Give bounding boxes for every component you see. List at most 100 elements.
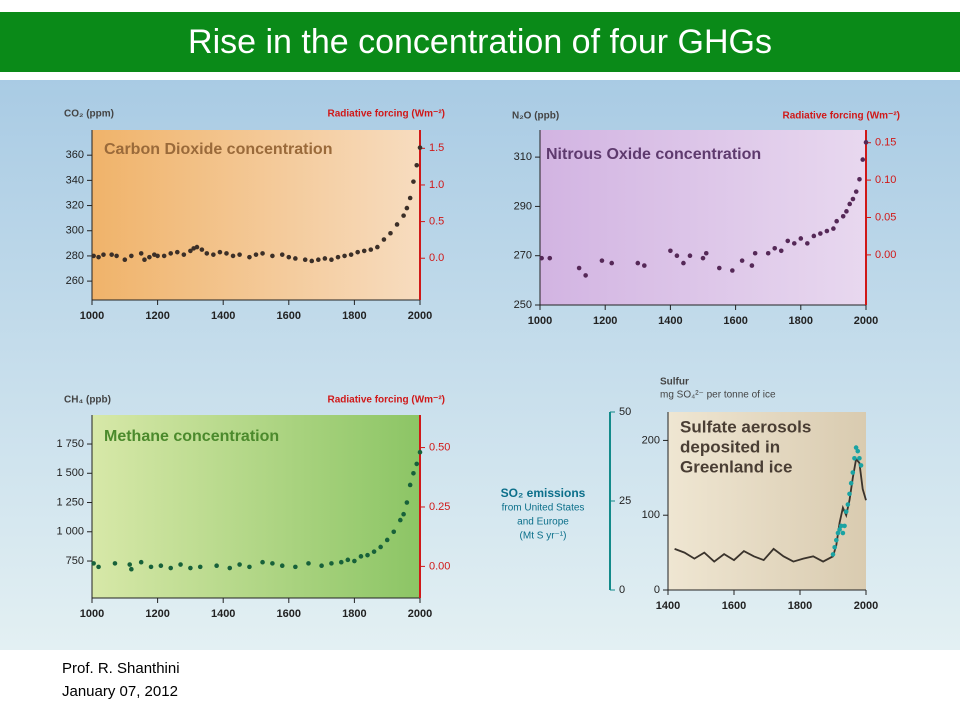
data-point (547, 255, 553, 261)
data-point (378, 544, 383, 550)
data-point (417, 145, 423, 150)
data-point (739, 258, 745, 263)
y-tick-label: 280 (66, 250, 84, 262)
y2-tick-label: 0.25 (429, 501, 450, 513)
panel-title: Greenland ice (680, 457, 792, 476)
data-point (717, 265, 722, 271)
panel-title: deposited in (680, 437, 780, 456)
panel-title: Methane concentration (104, 428, 279, 445)
y-tick-label: 320 (66, 199, 84, 211)
data-point (127, 562, 133, 567)
data-point (414, 461, 420, 467)
data-point (837, 527, 842, 532)
data-point (404, 205, 410, 211)
data-point (860, 157, 866, 162)
data-point (863, 140, 869, 145)
data-point (384, 537, 390, 543)
panel-title: Sulfate aerosols (680, 417, 811, 436)
data-point (407, 482, 413, 488)
data-point (237, 562, 242, 567)
data-point (687, 253, 693, 259)
data-point (858, 463, 864, 468)
data-point (247, 564, 252, 570)
x-tick-label: 1200 (145, 608, 169, 620)
data-point (375, 244, 380, 250)
data-point (309, 258, 315, 264)
data-point (785, 238, 791, 244)
data-point (411, 470, 416, 476)
data-point (270, 561, 275, 566)
data-point (355, 249, 360, 255)
data-point (338, 559, 344, 565)
data-point (358, 554, 364, 559)
x-tick-label: 1400 (658, 315, 682, 327)
data-point (749, 263, 755, 268)
data-point (674, 253, 680, 259)
x-tick-label: 1600 (277, 310, 301, 322)
data-point (161, 253, 167, 259)
slide-title: Rise in the concentration of four GHGs (188, 23, 772, 61)
data-point (329, 561, 334, 566)
data-point (142, 257, 147, 263)
y-tick-label: 100 (642, 509, 660, 521)
y2-tick-label: 1.0 (429, 179, 444, 191)
data-point (398, 517, 403, 523)
data-point (539, 255, 544, 261)
data-point (765, 250, 771, 256)
data-point (394, 222, 400, 227)
data-point (831, 226, 836, 231)
data-point (329, 257, 334, 263)
data-point (237, 252, 242, 257)
data-point (834, 218, 839, 224)
data-point (178, 562, 183, 567)
x-tick-label: 1800 (342, 608, 366, 620)
data-point (576, 265, 582, 271)
data-point (391, 529, 397, 535)
data-point (199, 247, 205, 252)
x-tick-label: 1600 (722, 600, 746, 612)
data-point (818, 231, 823, 236)
x-tick-label: 1000 (80, 608, 104, 620)
data-point (853, 189, 859, 194)
data-point (270, 253, 275, 259)
header-bar (0, 12, 960, 72)
data-point (91, 253, 96, 259)
data-point (850, 196, 856, 202)
data-point (168, 251, 174, 256)
data-point (668, 248, 673, 254)
data-point (599, 258, 605, 263)
data-point (109, 252, 114, 257)
data-point (148, 564, 154, 570)
x-tick-label: 1000 (80, 310, 104, 322)
y2-axis-label: Radiative forcing (Wm⁻²) (327, 395, 445, 406)
y-tick-label: 1 000 (56, 526, 84, 538)
y2-axis-label: Radiative forcing (Wm⁻²) (327, 109, 445, 120)
data-point (583, 273, 588, 278)
data-point (188, 248, 193, 254)
data-point (855, 448, 861, 454)
y-tick-label: 310 (514, 151, 532, 163)
author: Prof. R. Shanthini (62, 660, 180, 677)
data-point (848, 480, 854, 486)
panel-title: Carbon Dioxide concentration (104, 141, 332, 158)
y-tick-label: 1 250 (56, 496, 84, 508)
y2-tick-label: 50 (619, 406, 631, 418)
data-point (842, 523, 847, 529)
y2-axis-label: SO₂ emissions (501, 486, 586, 500)
y2-axis-label: (Mt S yr⁻¹) (520, 531, 567, 542)
data-point (348, 252, 354, 257)
data-point (850, 470, 856, 475)
data-point (197, 564, 203, 570)
y-axis-label: N₂O (ppb) (512, 111, 559, 122)
y-tick-label: 340 (66, 174, 84, 186)
data-point (224, 251, 229, 256)
data-point (838, 523, 844, 529)
data-point (845, 502, 851, 507)
x-tick-label: 1800 (789, 315, 813, 327)
data-point (832, 544, 837, 550)
data-point (772, 246, 778, 251)
data-point (834, 537, 839, 543)
y2-tick-label: 0 (619, 584, 625, 596)
x-tick-label: 1200 (593, 315, 617, 327)
data-point (730, 268, 735, 273)
